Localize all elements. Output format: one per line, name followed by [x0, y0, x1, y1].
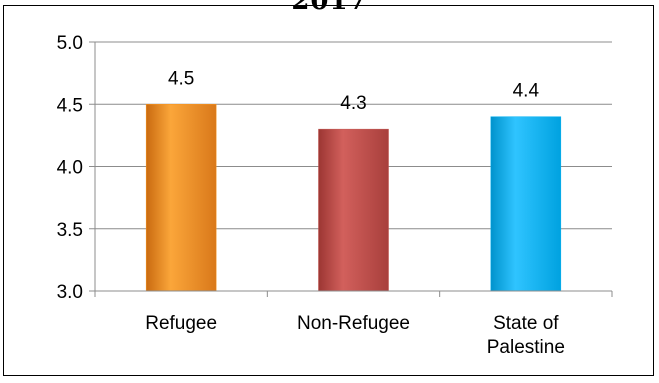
chart-title: 2017: [291, 0, 368, 16]
data-label: 4.3: [340, 93, 366, 114]
y-tick-label: 3.0: [57, 282, 83, 303]
y-tick-label: 4.5: [57, 95, 83, 116]
x-tick-label: Palestine: [487, 337, 565, 358]
y-tick-label: 3.5: [57, 220, 83, 241]
x-tick-label: State of: [493, 313, 559, 334]
x-tick-label: Non-Refugee: [297, 313, 410, 334]
bar: [490, 116, 562, 292]
data-label: 4.5: [168, 68, 194, 89]
y-tick-label: 4.0: [57, 158, 83, 179]
data-label: 4.4: [513, 81, 540, 102]
bar: [145, 104, 217, 292]
y-tick-label: 5.0: [57, 33, 83, 54]
bar: [318, 128, 389, 292]
x-tick-label: Refugee: [145, 313, 217, 334]
chart-frame: [3, 5, 654, 376]
